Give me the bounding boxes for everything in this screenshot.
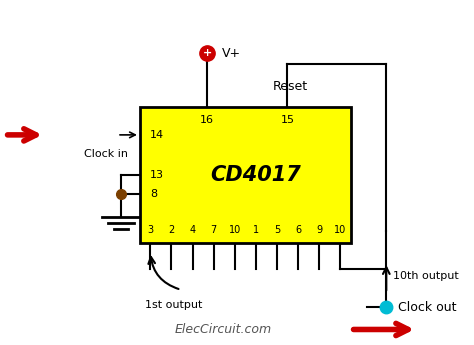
Text: 1st output: 1st output xyxy=(146,300,203,310)
Text: 13: 13 xyxy=(150,170,164,180)
Text: ElecCircuit.com: ElecCircuit.com xyxy=(174,323,271,336)
Text: 2: 2 xyxy=(168,225,174,235)
Text: Reset: Reset xyxy=(272,80,308,93)
Text: 16: 16 xyxy=(201,115,214,125)
Text: 14: 14 xyxy=(150,130,164,140)
Text: 15: 15 xyxy=(281,115,294,125)
Text: +: + xyxy=(203,49,212,58)
Text: 5: 5 xyxy=(274,225,280,235)
Text: V+: V+ xyxy=(221,47,241,60)
Bar xyxy=(140,107,351,243)
Text: Clock in: Clock in xyxy=(84,149,128,159)
Text: Clock out: Clock out xyxy=(398,300,456,314)
Text: CD4017: CD4017 xyxy=(210,165,301,185)
Text: 9: 9 xyxy=(316,225,322,235)
Text: 10th output: 10th output xyxy=(393,271,459,281)
Text: 3: 3 xyxy=(147,225,154,235)
Text: 4: 4 xyxy=(190,225,196,235)
Text: 7: 7 xyxy=(210,225,217,235)
Text: 10: 10 xyxy=(228,225,241,235)
Text: 8: 8 xyxy=(150,189,157,199)
Text: 6: 6 xyxy=(295,225,301,235)
Text: 1: 1 xyxy=(253,225,259,235)
Text: 10: 10 xyxy=(334,225,346,235)
